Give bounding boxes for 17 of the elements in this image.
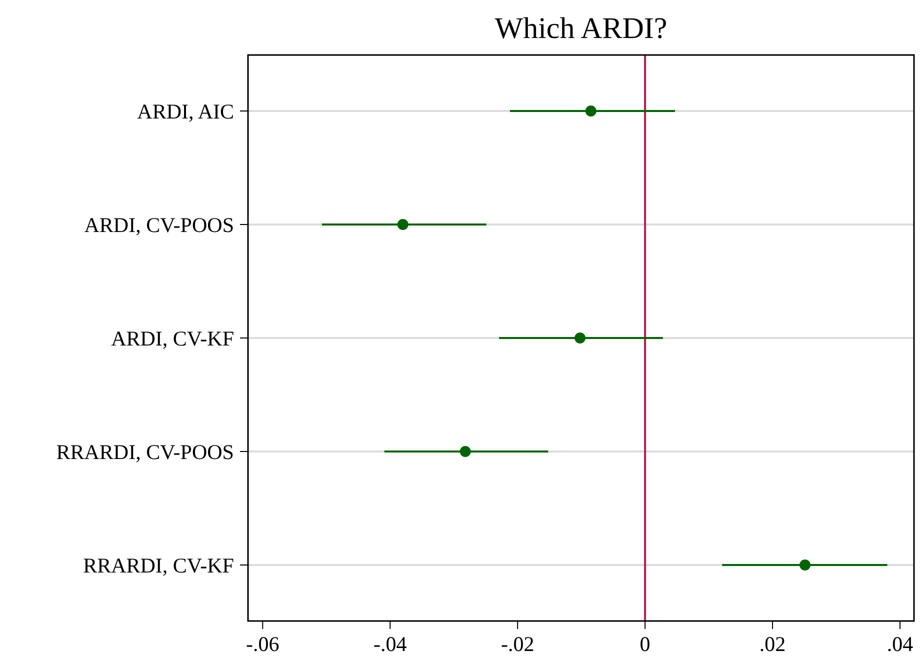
x-tick-label: .04	[886, 632, 914, 656]
point	[574, 332, 586, 344]
x-tick-label: 0	[640, 632, 650, 656]
x-tick-label: -.06	[246, 632, 280, 656]
y-tick-label: ARDI, AIC	[137, 99, 234, 124]
point	[585, 106, 596, 116]
point	[800, 560, 811, 570]
x-tick-label: .02	[759, 632, 786, 656]
point	[397, 219, 408, 230]
x-tick-label: -.02	[500, 632, 534, 656]
y-tick-label: RRARDI, CV-KF	[83, 553, 234, 578]
y-tick-label: ARDI, CV-KF	[111, 326, 234, 350]
y-tick-label: ARDI, CV-POOS	[84, 212, 234, 237]
y-tick-label: RRARDI, CV-POOS	[56, 440, 234, 464]
point	[460, 446, 471, 457]
chart-title: Which ARDI?	[494, 12, 668, 45]
x-tick-label: -.04	[373, 632, 408, 656]
